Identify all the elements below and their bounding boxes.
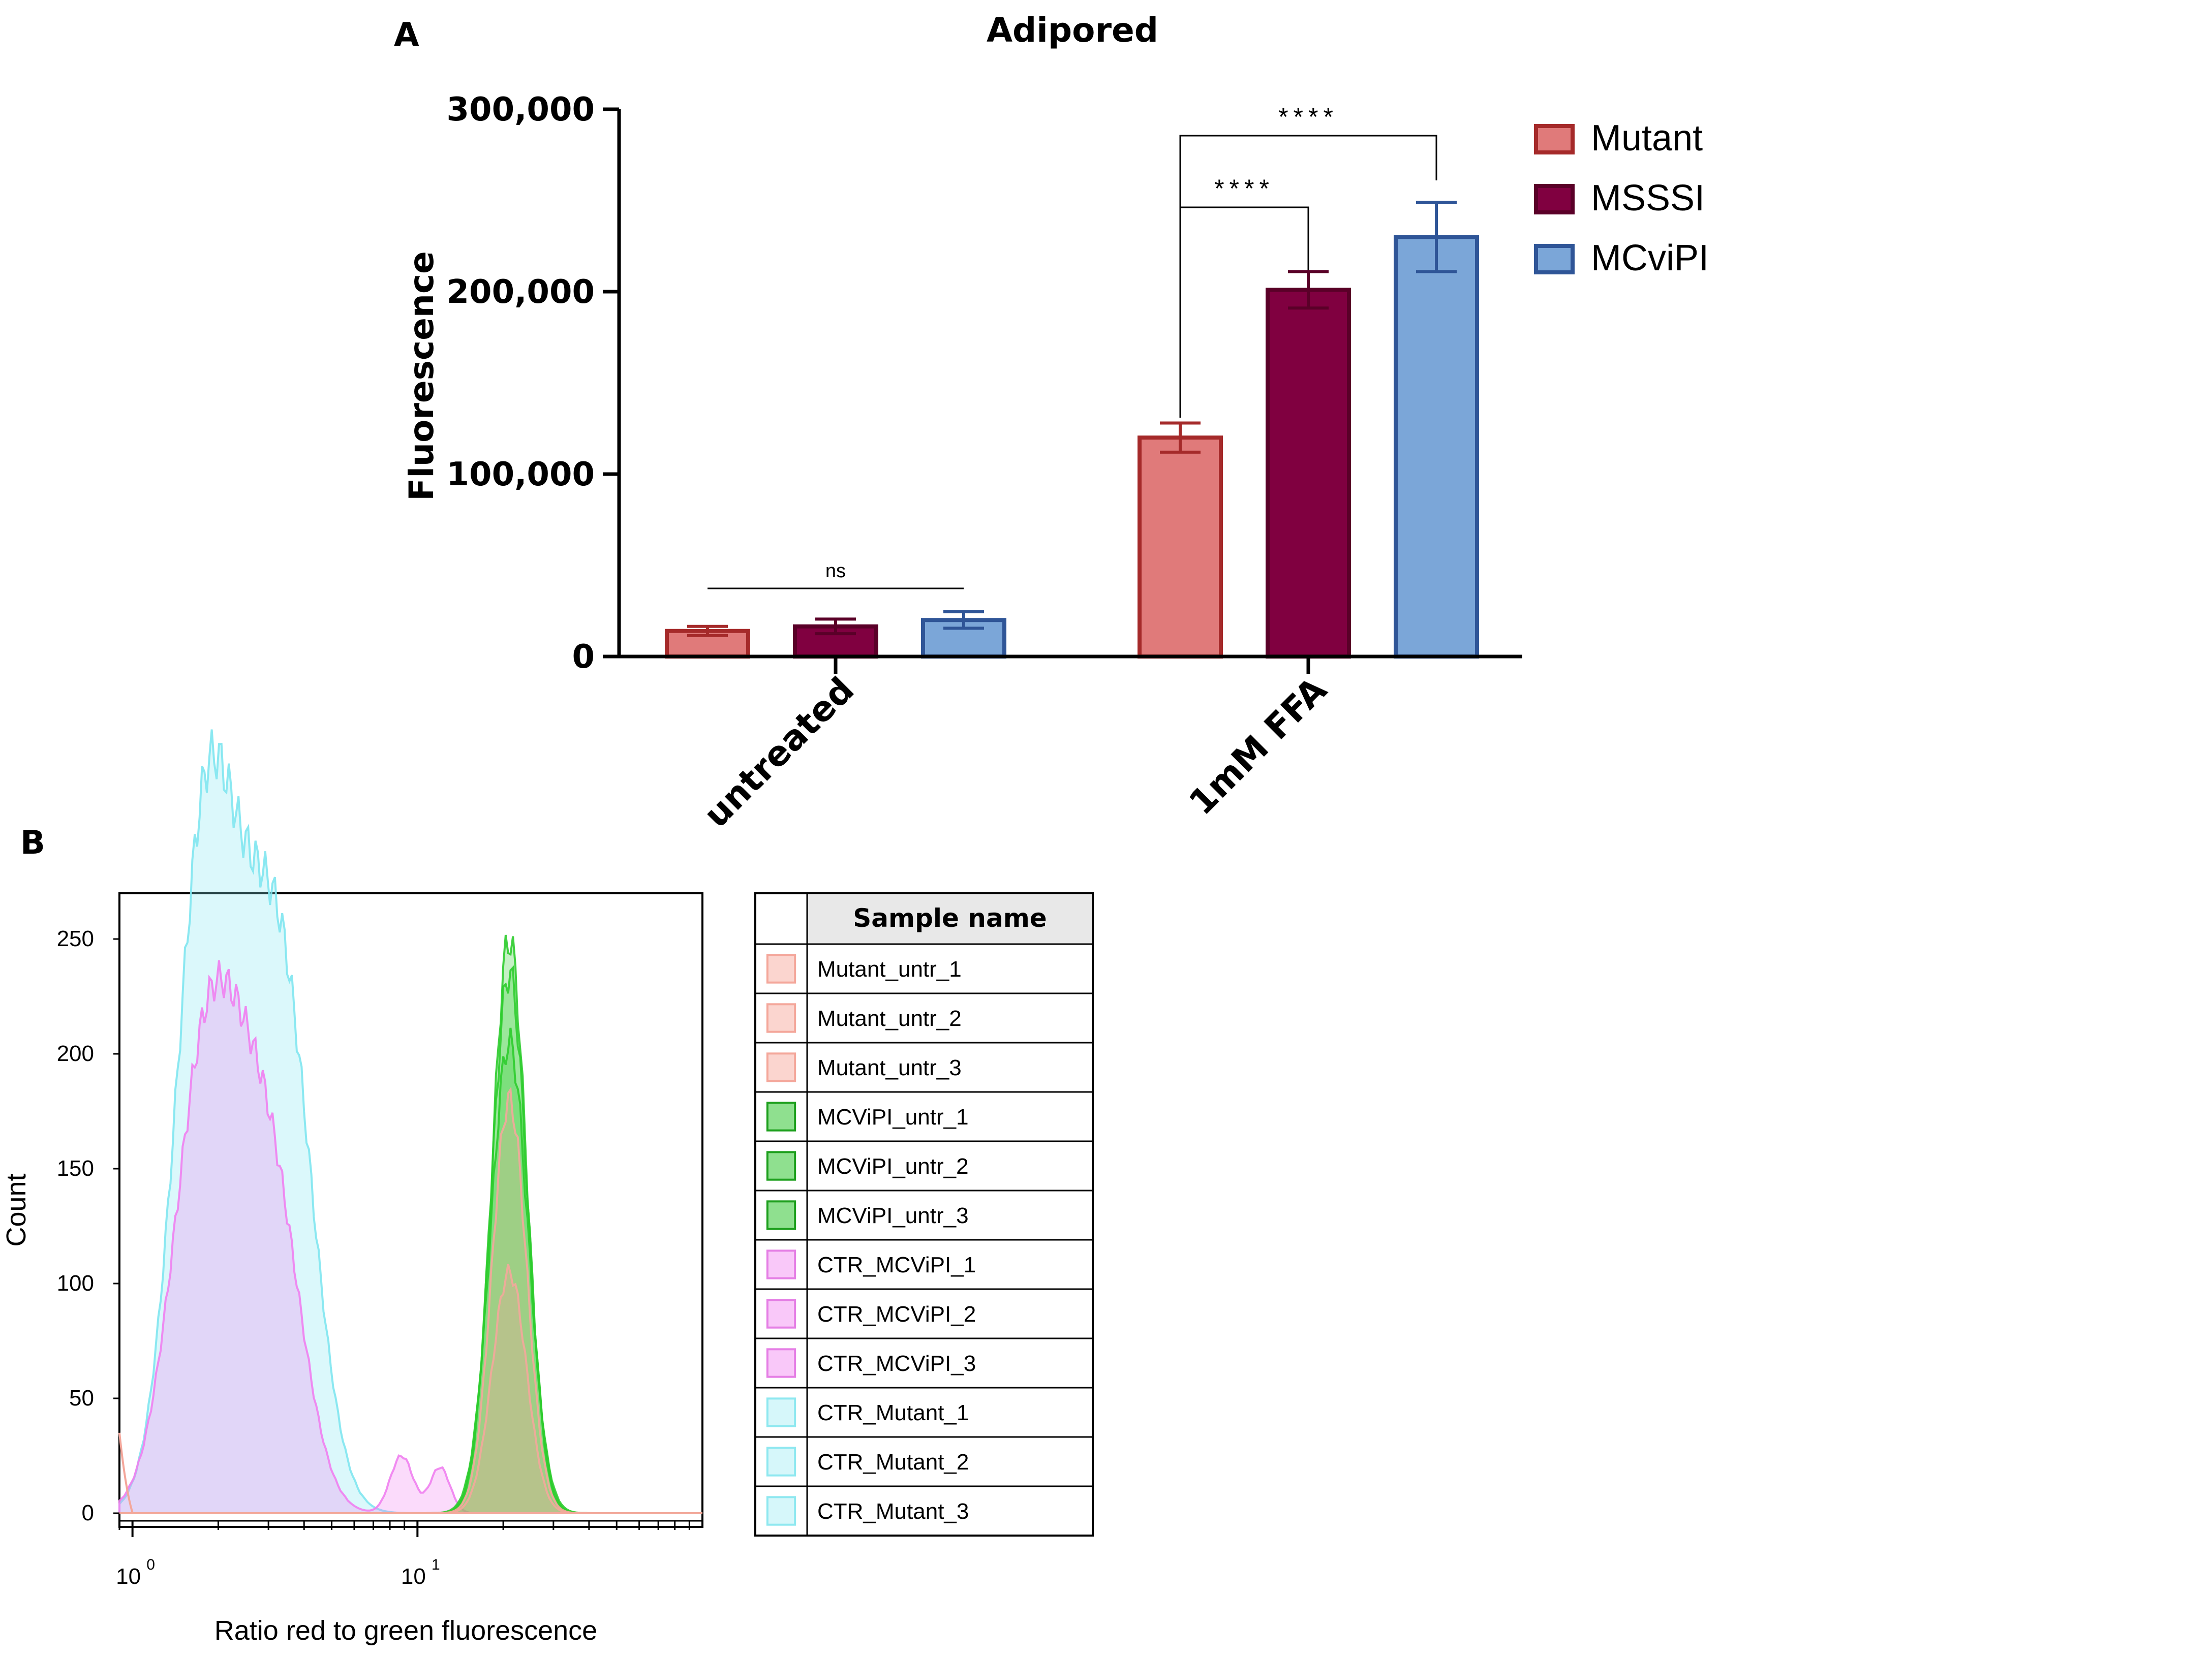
bar-msssi-ffa[interactable] bbox=[1266, 288, 1351, 659]
legend-swatch bbox=[766, 1102, 796, 1132]
legend-sample-name: CTR_Mutant_2 bbox=[817, 1450, 969, 1475]
hist-y-tick-label: 100 bbox=[57, 1271, 94, 1296]
hist-y-tick-label: 150 bbox=[57, 1156, 94, 1181]
hist-x-ticks: 10 0 10 1 bbox=[116, 1520, 702, 1589]
legend-table-header: Sample name bbox=[853, 903, 1047, 933]
star-bracket-mcvipi bbox=[1179, 135, 1437, 418]
legend-sample-name: MCViPI_untr_3 bbox=[817, 1203, 969, 1228]
legend-sample-name: CTR_MCViPI_2 bbox=[817, 1302, 976, 1327]
significance-annotations: ns **** **** bbox=[708, 103, 1437, 589]
legend-swatch bbox=[766, 1052, 796, 1082]
bar-series bbox=[665, 201, 1479, 659]
legend-table-header-cell bbox=[806, 892, 1094, 945]
bar-mutant-ffa[interactable] bbox=[1138, 435, 1223, 659]
legend-sample-name: CTR_Mutant_3 bbox=[817, 1499, 969, 1524]
bar-chart: Adipored Fluorescence 0 100,000 200,000 300… bbox=[402, 11, 1709, 835]
hist-x-tick-exponent: 0 bbox=[146, 1556, 155, 1573]
density-curves bbox=[118, 729, 702, 1514]
legend-sample-name: MCViPI_untr_2 bbox=[817, 1154, 969, 1179]
bar-y-tick-label: 100,000 bbox=[447, 456, 595, 493]
panel-label-b: B bbox=[20, 824, 45, 862]
bar-y-tick-label: 200,000 bbox=[447, 273, 595, 311]
bar-y-tick-label: 300,000 bbox=[447, 91, 595, 129]
bar-chart-ylabel: Fluorescence bbox=[402, 251, 441, 501]
hist-y-tick-label: 50 bbox=[69, 1386, 94, 1411]
legend-swatch bbox=[766, 954, 796, 984]
legend-swatch bbox=[766, 1200, 796, 1230]
legend-swatch bbox=[766, 1151, 796, 1181]
legend-label-mutant: Mutant bbox=[1591, 118, 1703, 159]
legend-sample-name: CTR_MCViPI_1 bbox=[817, 1253, 976, 1277]
hist-y-ticks: 0 50 100 150 200 250 bbox=[57, 926, 119, 1525]
edge-spike bbox=[118, 1432, 134, 1514]
bar-x-tick-label: 1mM FFA bbox=[1182, 670, 1335, 823]
legend-table-frame bbox=[754, 892, 1094, 1537]
legend-swatch bbox=[766, 1447, 796, 1477]
bar-x-ticks: untreated 1mM FFA bbox=[696, 656, 1335, 835]
legend-sample-name: CTR_MCViPI_3 bbox=[817, 1351, 976, 1376]
bar-x-tick-label: untreated bbox=[696, 670, 862, 835]
hist-y-label: Count bbox=[1, 1173, 32, 1246]
hist-x-tick-exponent: 1 bbox=[432, 1556, 440, 1573]
bar-y-tick-label: 0 bbox=[572, 638, 595, 676]
sample-legend-table: Sample name Mutant_untr_1 Mutant_untr_2 Mut… bbox=[754, 892, 1094, 1537]
legend-sample-name: CTR_Mutant_1 bbox=[817, 1400, 969, 1425]
hist-y-tick-label: 250 bbox=[57, 926, 94, 951]
hist-x-label: Ratio red to green fluorescence bbox=[214, 1615, 597, 1646]
legend-swatch bbox=[766, 1299, 796, 1329]
hist-y-tick-label: 200 bbox=[57, 1041, 94, 1066]
legend-swatch bbox=[766, 1348, 796, 1378]
legend-swatch-mcvipi bbox=[1534, 244, 1575, 274]
legend-swatch bbox=[766, 1397, 796, 1427]
plot-frame bbox=[118, 892, 703, 1528]
legend-swatch bbox=[766, 1496, 796, 1526]
legend-sample-name: Mutant_untr_3 bbox=[817, 1055, 962, 1080]
hist-x-tick-label: 10 bbox=[116, 1564, 141, 1589]
legend-swatch bbox=[766, 1249, 796, 1279]
bar-legend: Mutant MSSSI MCviPI bbox=[1534, 118, 1709, 278]
bar-mcvipi-ffa[interactable] bbox=[1394, 235, 1479, 659]
legend-sample-name: Mutant_untr_1 bbox=[817, 957, 962, 982]
legend-label-mcvipi: MCviPI bbox=[1591, 238, 1709, 278]
bar-chart-title: Adipored bbox=[987, 11, 1158, 50]
ns-label: ns bbox=[825, 560, 846, 582]
hist-y-tick-label: 0 bbox=[82, 1500, 94, 1525]
significance-stars: **** bbox=[1278, 103, 1338, 131]
panel-label-a: A bbox=[394, 16, 419, 54]
legend-sample-name: Mutant_untr_2 bbox=[817, 1006, 962, 1031]
legend-swatch bbox=[766, 1003, 796, 1033]
significance-stars: **** bbox=[1214, 174, 1274, 203]
legend-swatch-mutant bbox=[1534, 124, 1575, 154]
legend-sample-name: MCViPI_untr_1 bbox=[817, 1105, 969, 1130]
hist-x-tick-label: 10 bbox=[401, 1564, 426, 1589]
legend-label-msssi: MSSSI bbox=[1591, 178, 1705, 218]
legend-swatch-msssi bbox=[1534, 184, 1575, 214]
density-mutant bbox=[119, 1264, 702, 1514]
bar-y-ticks: 0 100,000 200,000 300,000 bbox=[447, 91, 619, 676]
